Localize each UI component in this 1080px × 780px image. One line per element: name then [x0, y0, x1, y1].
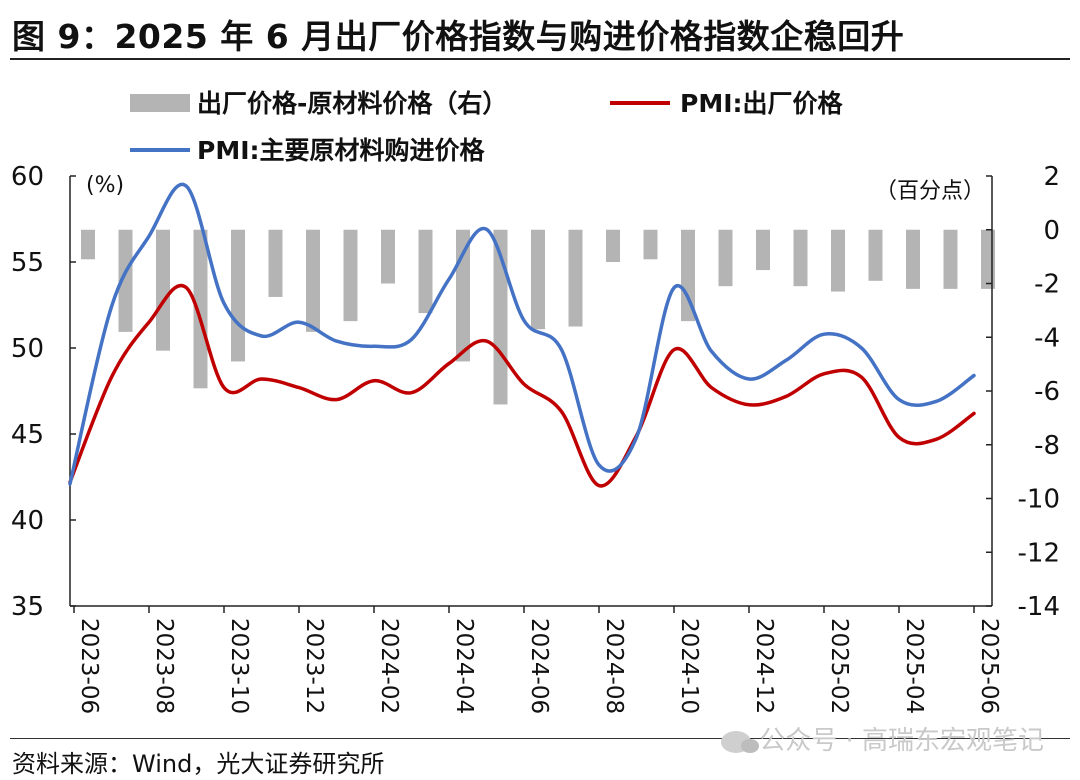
left-tick-label: 45	[11, 420, 44, 450]
right-tick-label: -12	[1018, 538, 1060, 568]
x-tick-label: 2024-10	[676, 618, 702, 714]
x-tick-label: 2024-04	[451, 618, 477, 714]
title-divider	[10, 58, 1070, 60]
watermark: 公众号 · 高瑞东宏观笔记	[721, 720, 1044, 757]
footer-divider	[10, 738, 1070, 739]
bar-2024-01	[343, 229, 358, 322]
line-pmi-input-price	[68, 182, 976, 486]
bar-2024-11	[718, 229, 733, 287]
right-tick-label: -4	[1034, 323, 1060, 353]
bar-2023-10	[231, 229, 245, 362]
legend: 出厂价格-原材料价格（右） PMI:出厂价格 PMI:主要原材料购进价格	[130, 89, 844, 165]
right-tick-label: -10	[1018, 485, 1060, 515]
x-tick-label: 2023-08	[151, 618, 177, 714]
bar-2025-05	[943, 229, 958, 289]
bar-2025-03	[868, 229, 883, 281]
bar-2025-02	[831, 229, 845, 292]
left-tick-label: 50	[11, 334, 44, 364]
bar-2024-02	[381, 229, 395, 284]
bar-2023-07	[118, 229, 133, 332]
left-axis-unit-label: (%)	[86, 173, 124, 198]
x-tick-label: 2024-02	[376, 618, 402, 714]
right-axis-unit-label: （百分点）	[875, 179, 985, 204]
bar-2023-08	[156, 229, 170, 351]
x-tick-label: 2025-06	[976, 618, 1002, 714]
legend-pmi-output-price-label: PMI:出厂价格	[680, 89, 844, 118]
bar-series-spread	[81, 229, 995, 405]
bar-2024-08	[606, 229, 620, 262]
legend-pmi-input-price-label: PMI:主要原材料购进价格	[197, 136, 486, 165]
x-tick-label: 2023-10	[226, 618, 252, 714]
bar-2023-12	[306, 229, 320, 332]
x-tick-label: 2023-06	[76, 618, 102, 714]
x-tick-label: 2023-12	[301, 618, 327, 714]
right-tick-label: -6	[1034, 377, 1060, 407]
x-tick-label: 2025-04	[901, 618, 927, 714]
source-note: 资料来源：Wind，光大证券研究所	[12, 750, 385, 778]
bar-2024-06	[531, 229, 545, 330]
bar-2024-03	[418, 229, 433, 314]
x-tick-label: 2024-06	[526, 618, 552, 714]
bar-2024-12	[756, 229, 770, 271]
bar-2024-07	[568, 229, 583, 327]
x-tick-label: 2024-12	[751, 618, 777, 714]
bar-2024-09	[643, 229, 658, 260]
right-tick-label: 0	[1043, 216, 1060, 246]
bar-2024-04	[456, 229, 470, 362]
bar-2025-01	[793, 229, 808, 287]
bar-2023-06	[81, 229, 95, 260]
right-tick-label: 2	[1043, 162, 1060, 192]
bar-2023-11	[268, 229, 283, 297]
x-tick-label: 2025-02	[826, 618, 852, 714]
bar-2024-10	[681, 229, 695, 322]
right-tick-label: -2	[1034, 270, 1060, 300]
legend-bar-spread-swatch	[130, 94, 190, 112]
line-pmi-output-price	[68, 283, 976, 488]
right-tick-label: -8	[1034, 431, 1060, 461]
legend-bar-spread-label: 出厂价格-原材料价格（右）	[197, 89, 507, 118]
bar-2023-09	[193, 229, 208, 389]
right-tick-label: -14	[1018, 592, 1060, 622]
figure-title: 图 9：2025 年 6 月出厂价格指数与购进价格指数企稳回升	[12, 17, 905, 56]
left-tick-label: 35	[11, 592, 44, 622]
watermark-text: 公众号 · 高瑞东宏观笔记	[759, 726, 1044, 756]
axes: 35 40 45 50 55 60 -14 -12 -10 -8 -6 -4 -2 0 2 2023-06 20…	[11, 162, 1060, 714]
bar-2025-06	[981, 229, 995, 289]
left-tick-label: 55	[11, 248, 44, 278]
left-tick-label: 60	[11, 162, 44, 192]
wechat-logo-icon	[721, 730, 760, 753]
bar-2025-04	[906, 229, 920, 289]
x-tick-label: 2024-08	[601, 618, 627, 714]
left-tick-label: 40	[11, 506, 44, 536]
line-series	[68, 182, 976, 488]
